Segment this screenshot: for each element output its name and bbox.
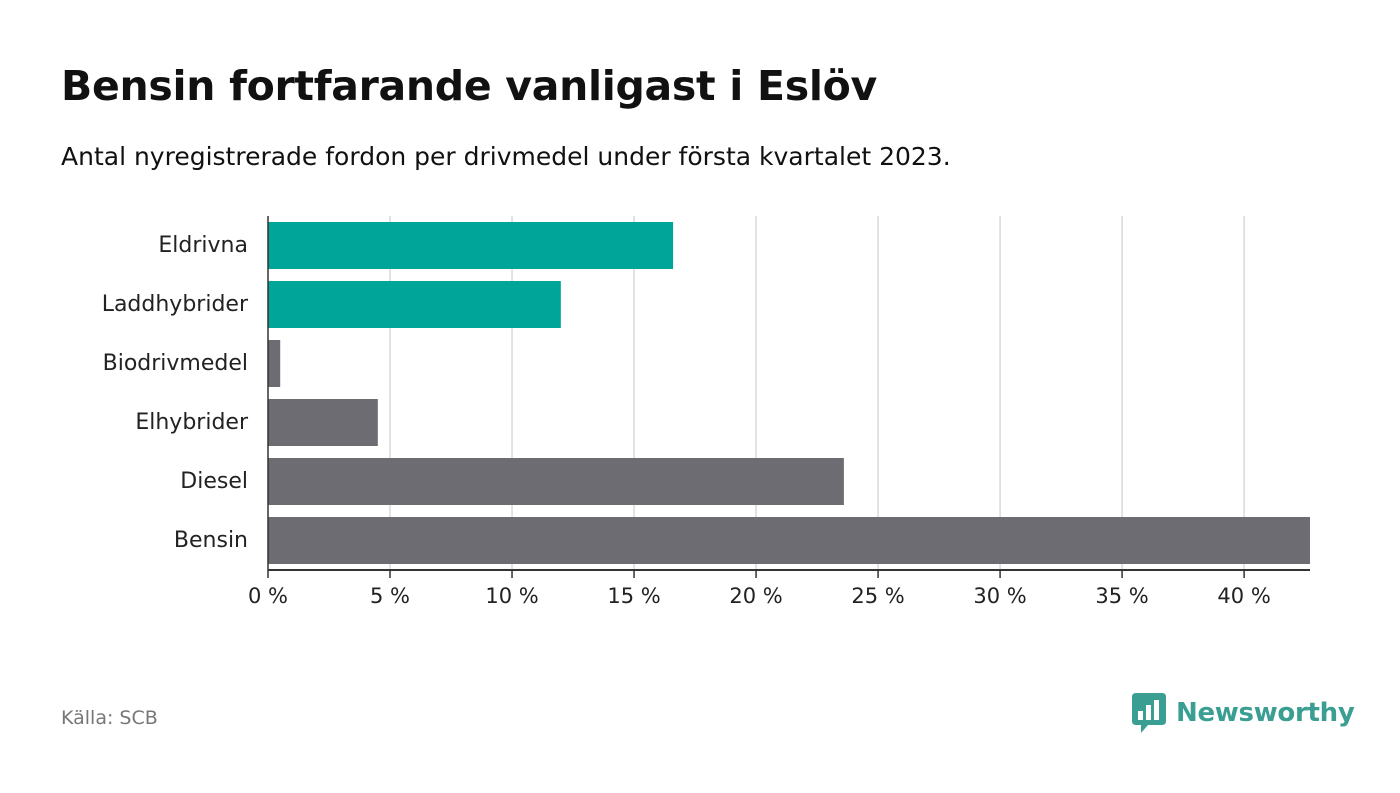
category-label: Elhybrider xyxy=(135,410,249,435)
bar-diesel xyxy=(268,458,844,505)
x-tick-label: 30 % xyxy=(973,584,1026,608)
chart-title: Bensin fortfarande vanligast i Eslöv xyxy=(61,62,877,110)
bar-bensin xyxy=(268,517,1310,564)
x-tick-label: 15 % xyxy=(607,584,660,608)
x-tick-label: 35 % xyxy=(1095,584,1148,608)
category-label: Diesel xyxy=(180,469,248,494)
brand-logo: Newsworthy xyxy=(1132,693,1355,733)
x-tick-label: 25 % xyxy=(851,584,904,608)
category-label: Eldrivna xyxy=(158,233,248,258)
newsworthy-logo-icon xyxy=(1132,693,1166,733)
chart-subtitle: Antal nyregistrerade fordon per drivmede… xyxy=(61,142,951,171)
category-label: Laddhybrider xyxy=(102,292,249,317)
x-tick-label: 0 % xyxy=(248,584,288,608)
x-tick-label: 20 % xyxy=(729,584,782,608)
x-tick-label: 10 % xyxy=(485,584,538,608)
x-tick-label: 40 % xyxy=(1217,584,1270,608)
bar-laddhybrider xyxy=(268,281,561,328)
x-tick-label: 5 % xyxy=(370,584,410,608)
category-label: Bensin xyxy=(174,528,248,553)
bar-eldrivna xyxy=(268,222,674,269)
bar-biodrivmedel xyxy=(268,340,281,387)
bar-elhybrider xyxy=(268,399,378,446)
source-note: Källa: SCB xyxy=(61,707,158,729)
category-label: Biodrivmedel xyxy=(103,351,248,376)
brand-name: Newsworthy xyxy=(1176,698,1355,728)
